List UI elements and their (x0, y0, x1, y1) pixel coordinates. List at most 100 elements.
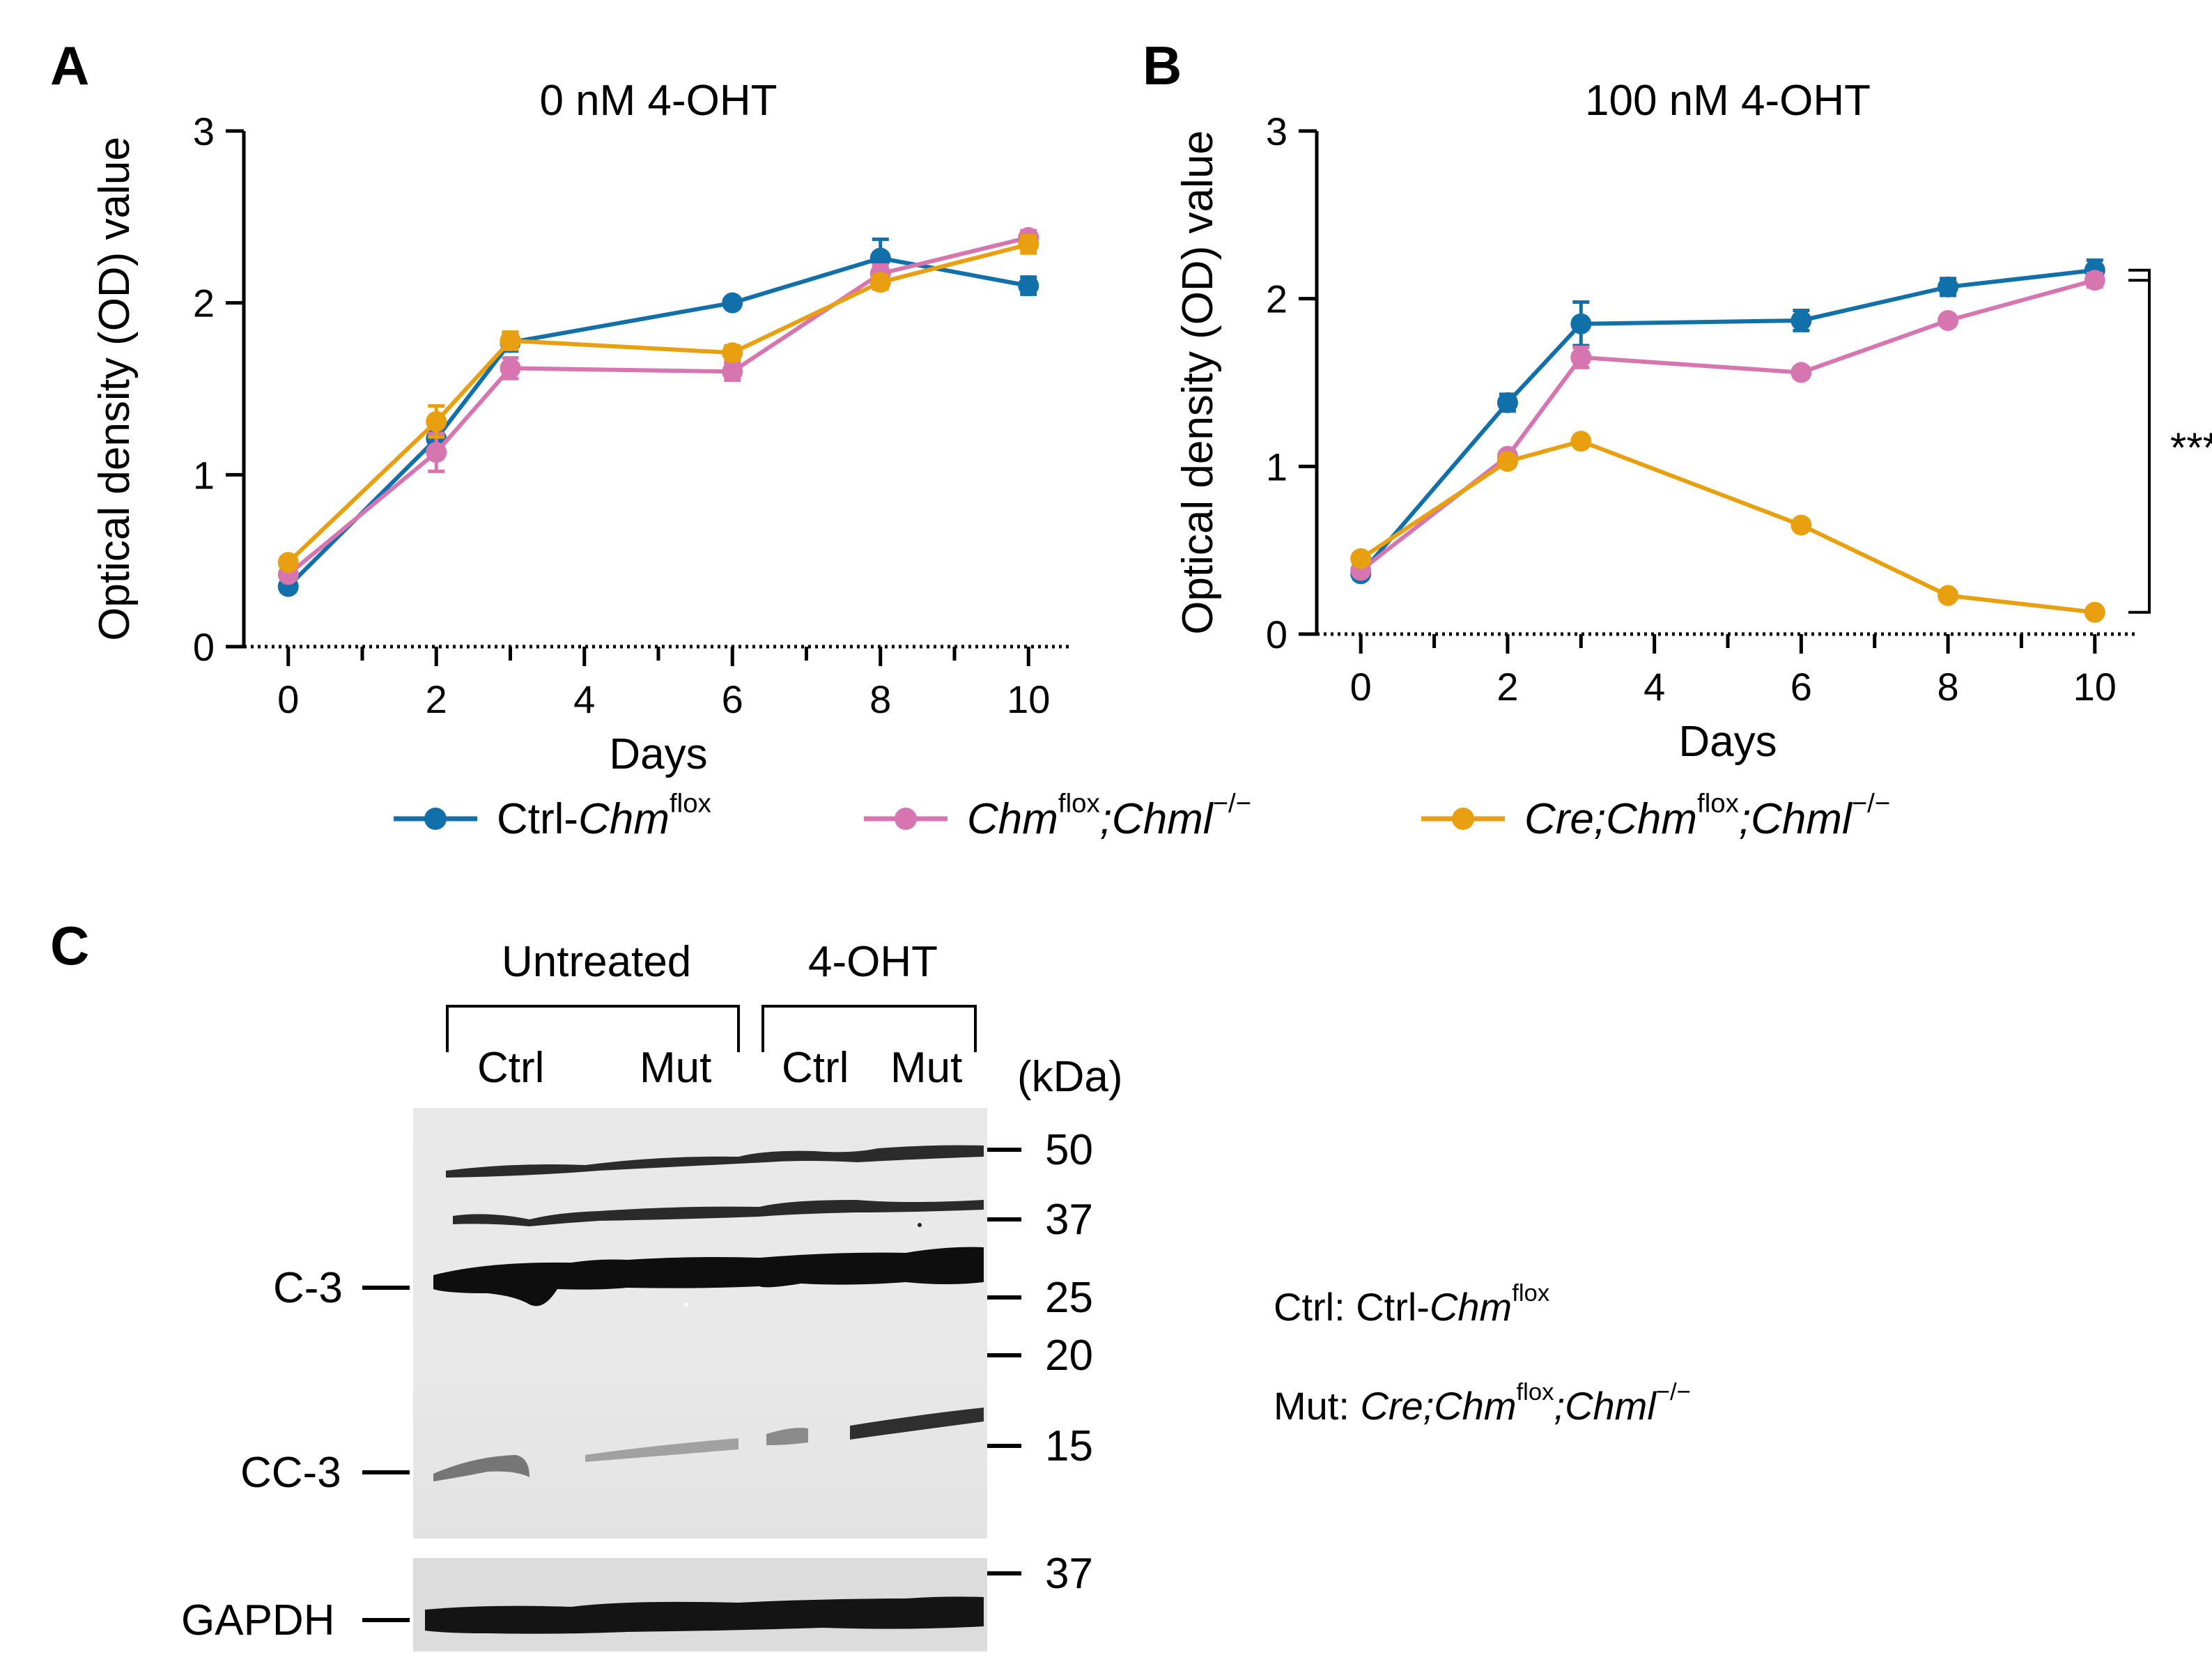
y-tick-label-1: 1 (193, 453, 215, 497)
bracket-untreated (446, 1005, 740, 1052)
x-tick-label-0: 0 (1350, 665, 1372, 709)
data-point-0-4 (1938, 276, 1959, 298)
legend-label-ctrl: Ctrl-Chmflox (497, 787, 711, 843)
marker-label-25: 25 (1045, 1274, 1093, 1322)
bracket-4oht (761, 1005, 977, 1052)
unit-label: (kDa) (1017, 1053, 1123, 1101)
x-tick-label-6: 6 (722, 677, 743, 721)
data-point-0-5 (1018, 275, 1039, 296)
x-tick-label-8: 8 (869, 677, 891, 721)
marker-label-15: 15 (1045, 1422, 1093, 1470)
series-line-0 (286, 256, 1029, 588)
data-point-2-0 (277, 552, 299, 573)
data-point-1-3 (722, 361, 743, 383)
panel-label-a: A (50, 35, 90, 96)
band-label-c3: C-3 (273, 1264, 343, 1312)
lane-label-3: Ctrl (782, 1044, 849, 1092)
y-tick-label-1: 1 (1266, 445, 1287, 488)
lane-label-4: Mut (890, 1044, 963, 1092)
data-point-0-2 (1570, 313, 1592, 334)
x-tick-label-0: 0 (277, 677, 299, 721)
y-tick-label-2: 2 (1266, 277, 1287, 321)
data-point-0-3 (722, 292, 743, 314)
series-line-0 (1359, 268, 2096, 576)
data-point-2-4 (1938, 585, 1959, 606)
x-tick-label-8: 8 (1937, 665, 1958, 709)
x-axis-label: Days (609, 730, 707, 778)
chart-b: 100 nM 4-OHT Optical density (OD) value Da… (1174, 77, 2212, 766)
lane-label-1: Ctrl (477, 1044, 545, 1092)
data-point-1-1 (426, 442, 447, 463)
x-tick-label-4: 4 (1643, 665, 1665, 709)
x-tick-label-2: 2 (1496, 665, 1518, 709)
band-cc3-lane4 (850, 1408, 984, 1440)
note-mut: Mut: Cre;Chmflox;Chml−/− (1274, 1379, 1691, 1428)
y-tick-label-0: 0 (1266, 612, 1287, 656)
legend-item-ctrl: Ctrl-Chmflox (394, 787, 711, 850)
marker-label-20: 20 (1045, 1332, 1093, 1380)
data-point-2-4 (869, 272, 891, 293)
significance-label: *** (2170, 424, 2212, 471)
data-point-1-3 (1791, 362, 1812, 383)
band-c3 (433, 1247, 984, 1307)
legend-item-chm: Chmflox;Chml−/− (864, 787, 1251, 850)
data-point-1-5 (2084, 270, 2105, 291)
y-tick-label-3: 3 (193, 109, 215, 153)
data-point-2-0 (1350, 548, 1372, 569)
legend: Ctrl-Chmflox Chmflox;Chml−/− Cre;Chmflox… (0, 787, 2212, 850)
series-line-1 (286, 236, 1029, 576)
data-point-1-2 (1570, 346, 1592, 368)
data-point-0-3 (1791, 309, 1812, 331)
blot-gapdh-image (413, 1558, 987, 1651)
significance-bracket (2128, 268, 2151, 614)
legend-item-cre: Cre;Chmflox;Chml−/− (1421, 787, 1890, 850)
panel-label-b: B (1143, 35, 1182, 96)
legend-label-chm: Chmflox;Chml−/− (967, 787, 1252, 843)
chart-a: 0 nM 4-OHT Optical density (OD) value Days… (91, 77, 1073, 778)
data-point-1-4 (1938, 309, 1959, 331)
legend-marker-cre (1421, 808, 1505, 830)
data-point-0-1 (1496, 392, 1518, 413)
blot-main-image (413, 1108, 987, 1539)
marker-label-gapdh-37: 37 (1045, 1550, 1093, 1598)
y-axis-label: Optical density (OD) value (91, 137, 139, 641)
data-point-2-2 (500, 330, 521, 351)
x-tick-label-2: 2 (426, 677, 447, 721)
marker-label-37: 37 (1045, 1196, 1093, 1244)
legend-label-cre: Cre;Chmflox;Chml−/− (1524, 787, 1891, 843)
lane-label-2: Mut (640, 1044, 712, 1092)
band-cc3-lane3 (766, 1428, 808, 1445)
marker-label-50: 50 (1045, 1126, 1093, 1174)
band-label-cc3: CC-3 (240, 1449, 341, 1497)
panel-label-c: C (50, 915, 90, 976)
y-axis-label: Optical density (OD) value (1174, 130, 1222, 635)
band-50 (446, 1145, 984, 1178)
x-tick-label-10: 10 (1007, 677, 1050, 721)
data-point-2-5 (2084, 601, 2105, 623)
data-point-2-3 (722, 342, 743, 364)
series-line-2 (286, 242, 1029, 564)
x-tick-label-10: 10 (2073, 665, 2117, 709)
band-cc3-lane1 (433, 1455, 529, 1481)
band-label-gapdh: GAPDH (181, 1596, 335, 1644)
band-cc3-lane2 (585, 1438, 738, 1462)
x-tick-label-4: 4 (573, 677, 595, 721)
y-tick-label-3: 3 (1266, 109, 1287, 153)
group-label-4oht: 4-OHT (808, 938, 938, 986)
y-tick-label-0: 0 (193, 625, 215, 669)
data-point-2-2 (1570, 431, 1592, 452)
data-point-1-2 (500, 357, 521, 379)
x-tick-label-6: 6 (1791, 665, 1812, 709)
band-37 (453, 1200, 984, 1226)
group-label-untreated: Untreated (502, 938, 692, 986)
data-point-2-3 (1791, 514, 1812, 536)
note-ctrl: Ctrl: Ctrl-Chmflox (1274, 1280, 1550, 1329)
data-point-2-1 (426, 410, 447, 432)
legend-marker-ctrl (394, 808, 477, 830)
chart-title: 100 nM 4-OHT (1585, 77, 1871, 125)
legend-marker-chm (864, 808, 948, 830)
x-axis-label: Days (1678, 718, 1777, 766)
y-tick-label-2: 2 (193, 282, 215, 325)
data-point-2-1 (1496, 451, 1518, 472)
